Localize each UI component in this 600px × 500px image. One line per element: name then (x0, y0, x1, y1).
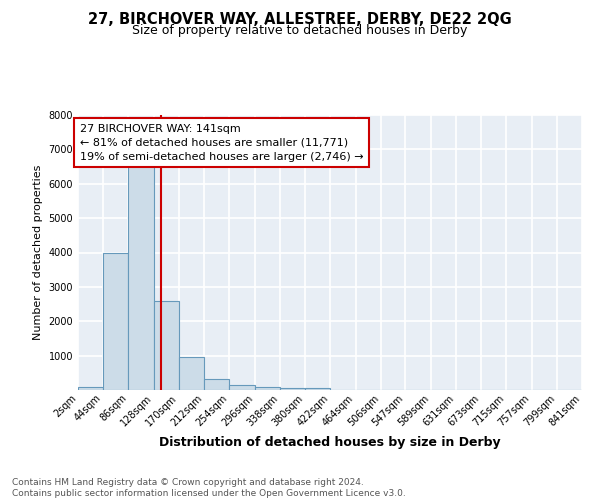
Bar (128, 163, 154, 390)
Y-axis label: Number of detached properties: Number of detached properties (33, 165, 43, 340)
Bar (154, 300, 179, 390)
Bar (254, 386, 280, 390)
Bar (280, 388, 305, 390)
Bar (229, 385, 254, 390)
Bar (305, 388, 331, 390)
Text: 27 BIRCHOVER WAY: 141sqm
← 81% of detached houses are smaller (11,771)
19% of se: 27 BIRCHOVER WAY: 141sqm ← 81% of detach… (80, 124, 364, 162)
X-axis label: Distribution of detached houses by size in Derby: Distribution of detached houses by size … (159, 436, 501, 449)
Text: 27, BIRCHOVER WAY, ALLESTREE, DERBY, DE22 2QG: 27, BIRCHOVER WAY, ALLESTREE, DERBY, DE2… (88, 12, 512, 28)
Bar (78, 387, 103, 390)
Bar (179, 358, 204, 390)
Bar (204, 380, 229, 390)
Text: Contains HM Land Registry data © Crown copyright and database right 2024.
Contai: Contains HM Land Registry data © Crown c… (12, 478, 406, 498)
Bar (103, 252, 128, 390)
Text: Size of property relative to detached houses in Derby: Size of property relative to detached ho… (133, 24, 467, 37)
